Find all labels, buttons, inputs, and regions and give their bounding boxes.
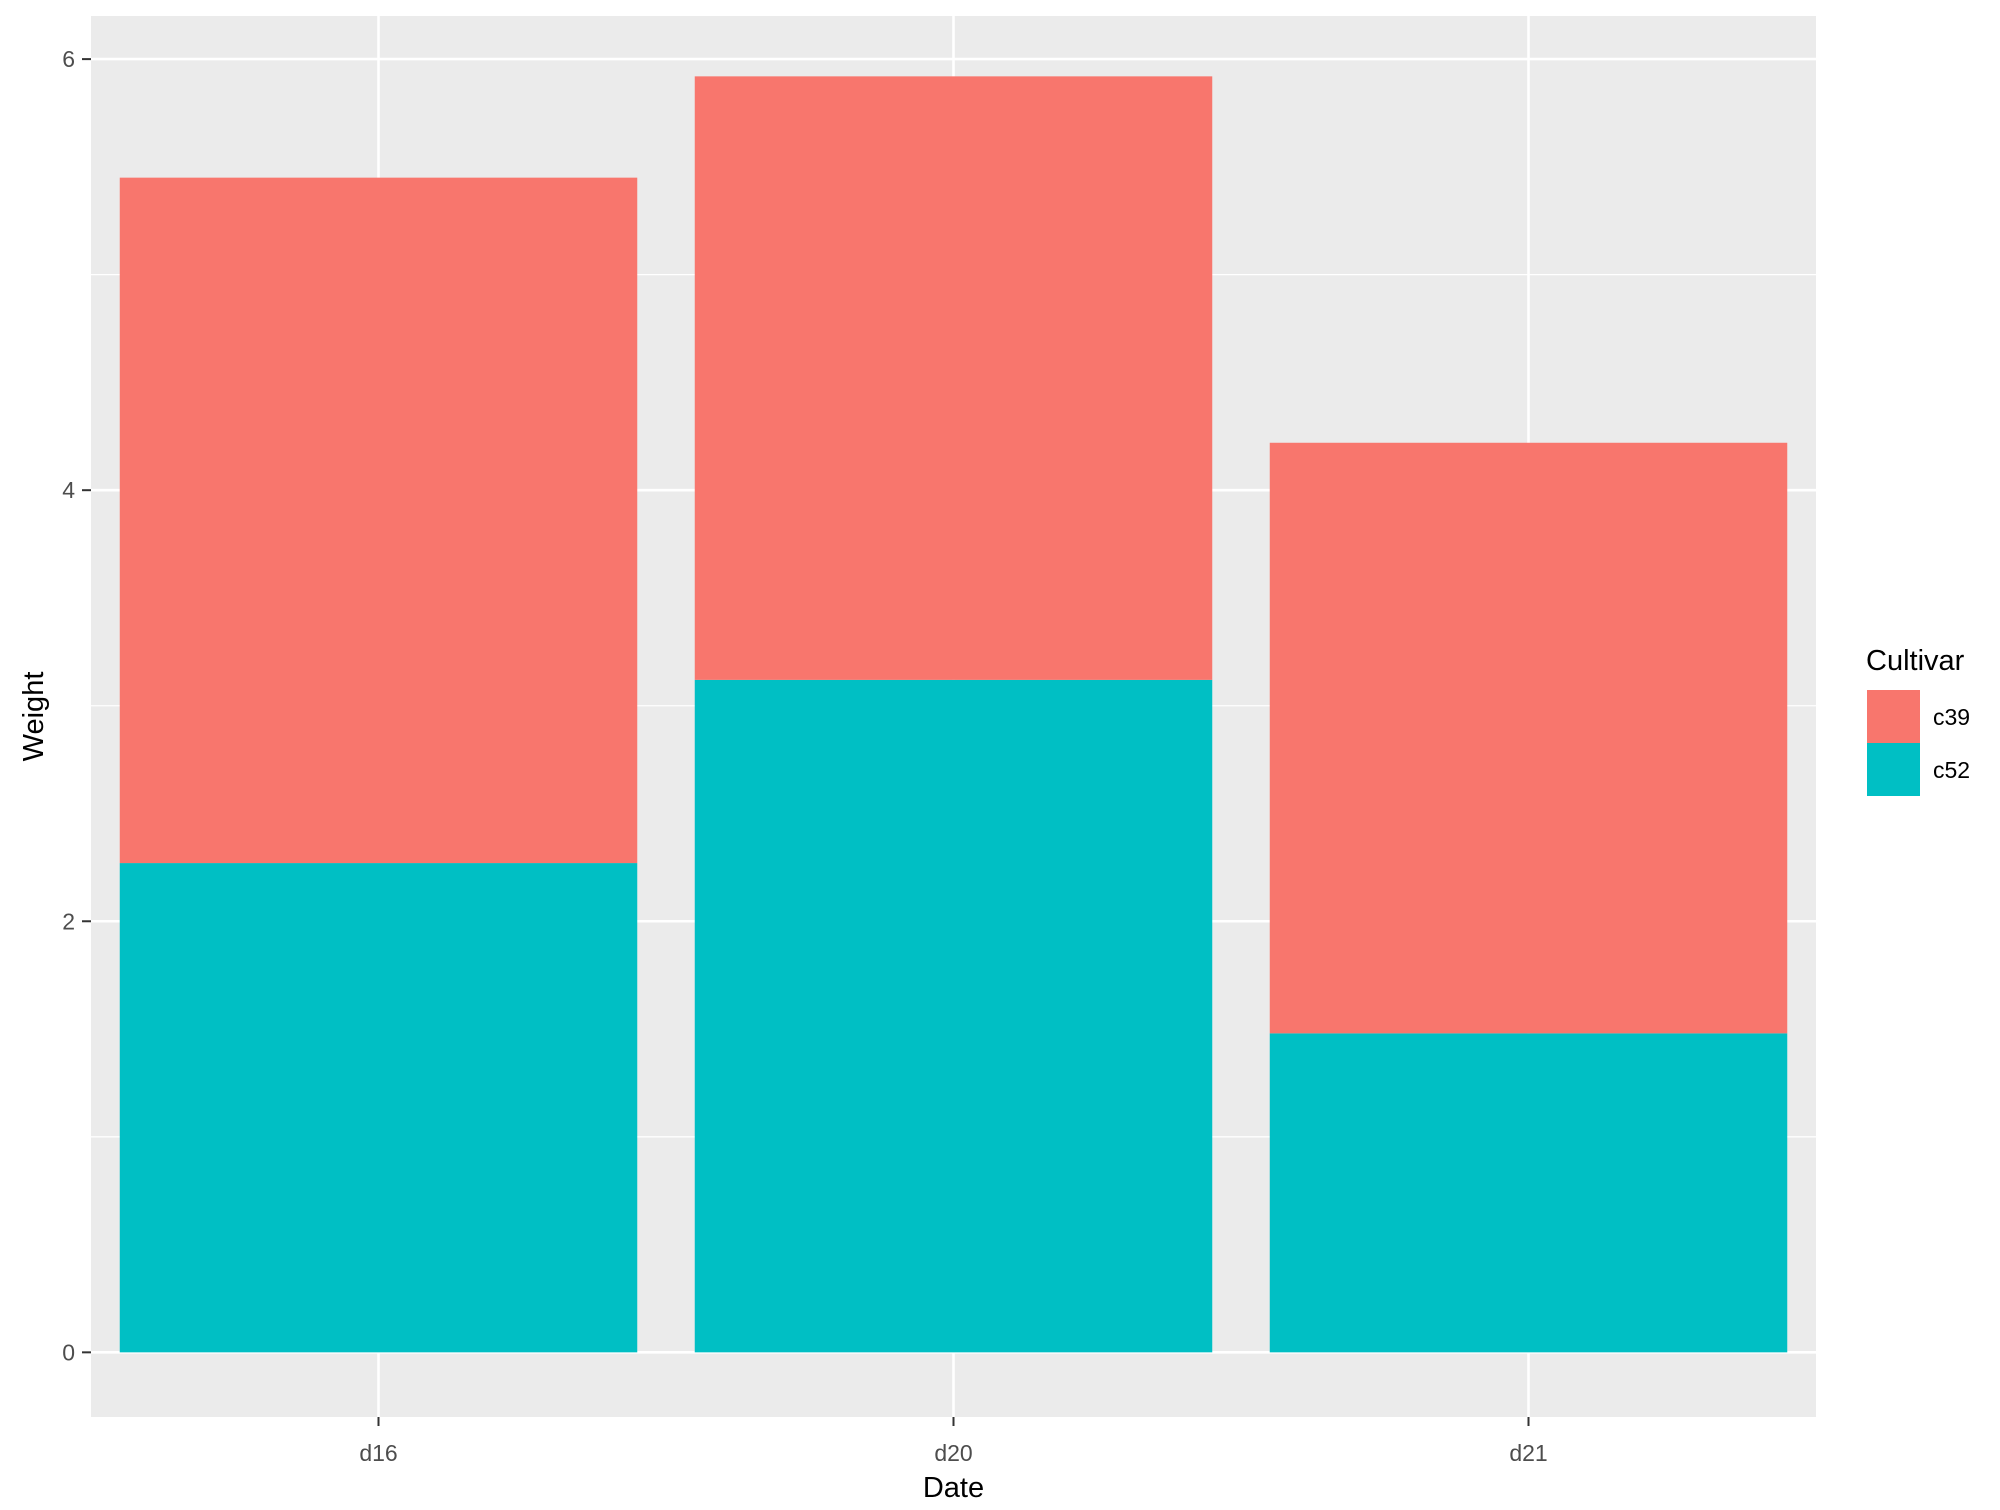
bar-d16-c39: [119, 177, 638, 864]
bar-d20-c39: [694, 76, 1213, 680]
bar-d21-c39: [1269, 442, 1788, 1034]
legend-key-c52: [1867, 743, 1920, 796]
x-axis: d16 d20 d21: [359, 1417, 1548, 1466]
bar-d16-c52: [119, 863, 638, 1353]
y-axis-title: Weight: [18, 672, 50, 762]
bar-d20-c52: [694, 679, 1213, 1353]
legend-label-c52: c52: [1933, 757, 1970, 783]
x-axis-title: Date: [923, 1472, 984, 1504]
legend: Cultivar c39 c52: [1866, 645, 1970, 796]
bars: [119, 76, 1788, 1353]
y-axis: 0 2 4 6: [62, 46, 91, 1365]
legend-key-c39: [1867, 690, 1920, 743]
bar-d21-c52: [1269, 1033, 1788, 1353]
legend-title: Cultivar: [1866, 645, 1965, 677]
x-tick-label-d16: d16: [359, 1440, 397, 1466]
y-tick-label: 6: [62, 46, 75, 72]
y-tick-label: 0: [62, 1339, 75, 1365]
y-tick-label: 4: [62, 477, 75, 503]
x-tick-label-d20: d20: [934, 1440, 972, 1466]
y-tick-label: 2: [62, 908, 75, 934]
legend-label-c39: c39: [1933, 704, 1970, 730]
x-tick-label-d21: d21: [1509, 1440, 1547, 1466]
